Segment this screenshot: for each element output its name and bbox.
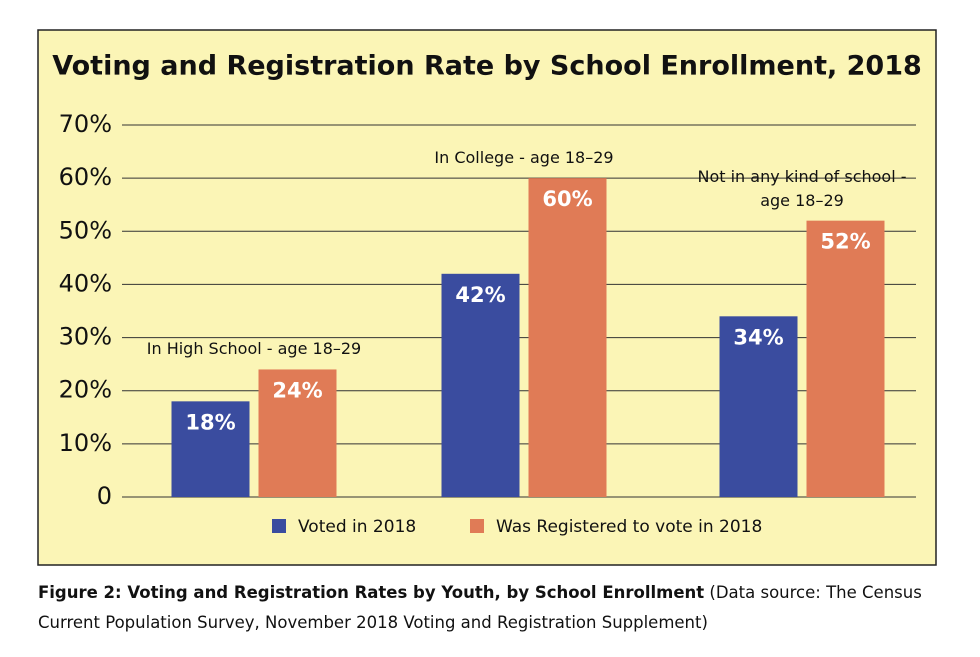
value-label: 60% (542, 187, 592, 211)
caption-text: (Data source: The Census Current Populat… (38, 583, 922, 632)
bar (719, 316, 798, 497)
category-label: In High School - age 18–29 (146, 339, 362, 359)
y-tick-label: 50% (59, 216, 112, 244)
y-tick-label: 10% (59, 429, 112, 457)
bar (528, 178, 607, 497)
bar (441, 273, 520, 497)
chart-title: Voting and Registration Rate by School E… (52, 51, 922, 82)
category-label: Not in any kind of school - age 18–29 (697, 166, 907, 210)
legend-label: Was Registered to vote in 2018 (496, 517, 762, 537)
y-tick-label: 70% (59, 110, 112, 138)
caption: Figure 2: Voting and Registration Rates … (38, 578, 938, 638)
value-label: 52% (820, 230, 870, 254)
bar (806, 220, 885, 497)
legend-swatch (470, 519, 484, 533)
y-tick-label: 40% (59, 269, 112, 297)
value-label: 24% (272, 378, 322, 402)
legend-label: Voted in 2018 (298, 517, 416, 537)
bar (171, 401, 250, 497)
y-tick-label: 20% (59, 376, 112, 404)
value-label: 42% (455, 283, 505, 307)
category-label: In College - age 18–29 (434, 148, 614, 168)
bar (258, 369, 337, 497)
caption-title: Figure 2: Voting and Registration Rates … (38, 583, 705, 602)
y-tick-label: 30% (59, 323, 112, 351)
y-tick-label: 0 (97, 482, 112, 510)
y-tick-label: 60% (59, 163, 112, 191)
legend-swatch (272, 519, 286, 533)
value-label: 34% (733, 325, 783, 349)
value-label: 18% (185, 410, 235, 434)
